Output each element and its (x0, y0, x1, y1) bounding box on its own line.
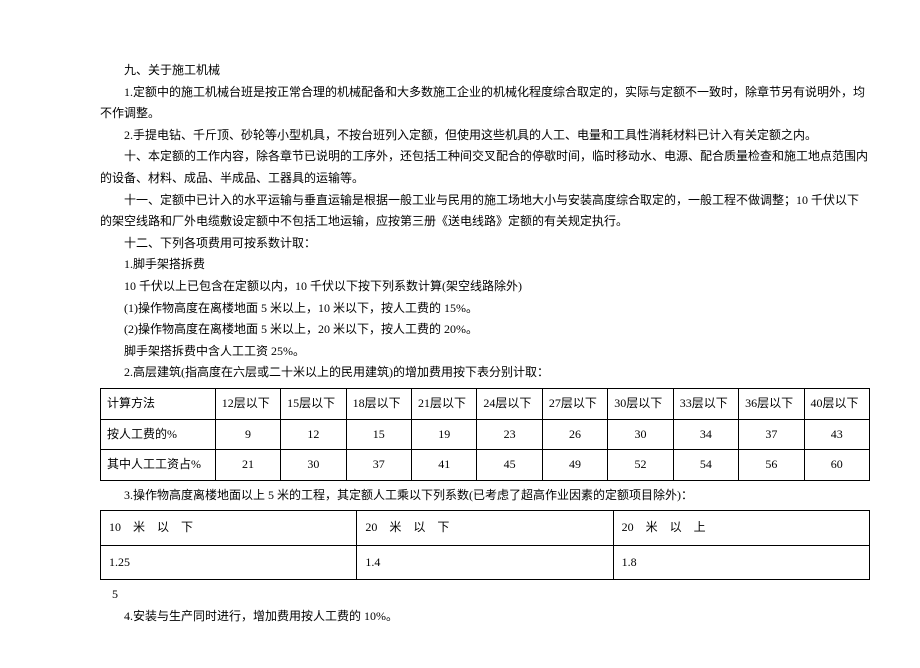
para-12-4: 4.安装与生产同时进行，增加费用按人工费的 10%。 (100, 606, 870, 628)
cell: 30 (608, 419, 673, 450)
th-18: 18层以下 (346, 388, 411, 419)
cell: 12 (281, 419, 346, 450)
table-row: 按人工费的% 9 12 15 19 23 26 30 34 37 43 (101, 419, 870, 450)
cell: 21 (215, 450, 280, 481)
row-label-2: 其中人工工资占% (101, 450, 216, 481)
para-11-text: 十一、定额中已计入的水平运输与垂直运输是根据一般工业与民用的施工场地大小与安装高… (100, 193, 859, 229)
cell: 34 (673, 419, 738, 450)
th-27: 27层以下 (542, 388, 607, 419)
para-9-1: 1.定额中的施工机械台班是按正常合理的机械配备和大多数施工企业的机械化程度综合取… (100, 82, 870, 125)
cell: 19 (412, 419, 477, 450)
th-33: 33层以下 (673, 388, 738, 419)
cell: 37 (739, 419, 804, 450)
table-row-header: 10 米 以 下 20 米 以 下 20 米 以 上 (101, 511, 870, 546)
cell: 43 (804, 419, 869, 450)
th-36: 36层以下 (739, 388, 804, 419)
page-number: 5 (100, 584, 870, 606)
height-factor-table: 10 米 以 下 20 米 以 下 20 米 以 上 1.25 1.4 1.8 (100, 510, 870, 580)
para-11: 十一、定额中已计入的水平运输与垂直运输是根据一般工业与民用的施工场地大小与安装高… (100, 190, 870, 233)
cell: 56 (739, 450, 804, 481)
th2-20up: 20 米 以 上 (613, 511, 869, 546)
th2-10: 10 米 以 下 (101, 511, 357, 546)
cell: 45 (477, 450, 542, 481)
para-10-text: 十、本定额的工作内容，除各章节已说明的工序外，还包括工种间交叉配合的停歇时间，临… (100, 149, 868, 185)
cell: 37 (346, 450, 411, 481)
cell: 1.4 (357, 545, 613, 580)
cell: 15 (346, 419, 411, 450)
cell: 41 (412, 450, 477, 481)
para-12-2: 2.高层建筑(指高度在六层或二十米以上的民用建筑)的增加费用按下表分别计取： (100, 362, 870, 384)
document-page: 九、关于施工机械 1.定额中的施工机械台班是按正常合理的机械配备和大多数施工企业… (0, 0, 920, 668)
cell: 30 (281, 450, 346, 481)
table-row-header: 计算方法 12层以下 15层以下 18层以下 21层以下 24层以下 27层以下… (101, 388, 870, 419)
para-12-1c: (2)操作物高度在离楼地面 5 米以上，20 米以下，按人工费的 20%。 (100, 319, 870, 341)
th-40: 40层以下 (804, 388, 869, 419)
th-30: 30层以下 (608, 388, 673, 419)
th-method: 计算方法 (101, 388, 216, 419)
para-9-2: 2.手提电钻、千斤顶、砂轮等小型机具，不按台班列入定额，但使用这些机具的人工、电… (100, 125, 870, 147)
row-label-1: 按人工费的% (101, 419, 216, 450)
para-12-1d: 脚手架搭拆费中含人工工资 25%。 (100, 341, 870, 363)
cell: 9 (215, 419, 280, 450)
para-12-1: 1.脚手架搭拆费 (100, 254, 870, 276)
cell: 60 (804, 450, 869, 481)
cell: 52 (608, 450, 673, 481)
cell: 54 (673, 450, 738, 481)
th-24: 24层以下 (477, 388, 542, 419)
th-15: 15层以下 (281, 388, 346, 419)
heading-9: 九、关于施工机械 (100, 60, 870, 82)
th-21: 21层以下 (412, 388, 477, 419)
cell: 1.8 (613, 545, 869, 580)
para-12: 十二、下列各项费用可按系数计取： (100, 233, 870, 255)
para-12-1b: (1)操作物高度在离楼地面 5 米以上，10 米以下，按人工费的 15%。 (100, 298, 870, 320)
table-row: 其中人工工资占% 21 30 37 41 45 49 52 54 56 60 (101, 450, 870, 481)
cell: 26 (542, 419, 607, 450)
th-12: 12层以下 (215, 388, 280, 419)
cell: 49 (542, 450, 607, 481)
para-12-1a: 10 千伏以上已包含在定额以内，10 千伏以下按下列系数计算(架空线路除外) (100, 276, 870, 298)
para-10: 十、本定额的工作内容，除各章节已说明的工序外，还包括工种间交叉配合的停歇时间，临… (100, 146, 870, 189)
cell: 1.25 (101, 545, 357, 580)
table-row: 1.25 1.4 1.8 (101, 545, 870, 580)
para-12-3: 3.操作物高度离楼地面以上 5 米的工程，其定额人工乘以下列系数(已考虑了超高作… (100, 485, 870, 507)
th2-20: 20 米 以 下 (357, 511, 613, 546)
cell: 23 (477, 419, 542, 450)
floor-fee-table: 计算方法 12层以下 15层以下 18层以下 21层以下 24层以下 27层以下… (100, 388, 870, 481)
